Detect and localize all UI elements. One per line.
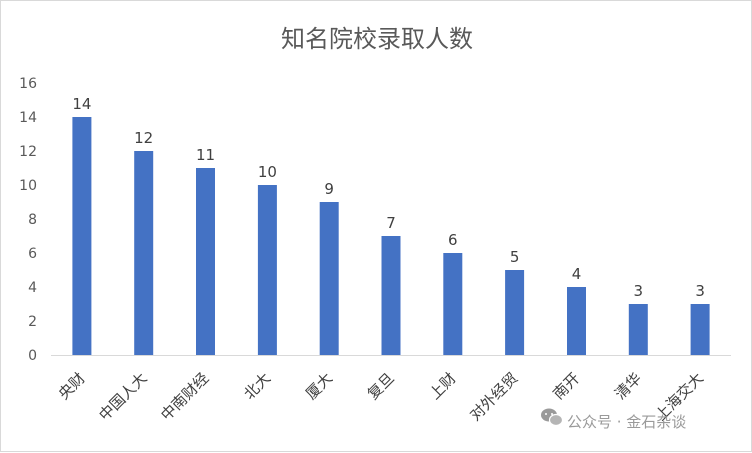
bar bbox=[196, 168, 215, 355]
data-label: 5 bbox=[510, 248, 520, 266]
data-label: 10 bbox=[258, 163, 277, 181]
x-tick-label: 央财 bbox=[55, 369, 89, 403]
x-tick-label: 对外经贸 bbox=[466, 369, 521, 424]
watermark: 公众号 · 金石杂谈 bbox=[541, 408, 686, 431]
bar bbox=[319, 202, 339, 355]
y-tick-label: 16 bbox=[19, 76, 37, 92]
data-labels-group: 14 12 11 10 9 7 6 5 4 3 3 bbox=[72, 95, 705, 300]
data-label: 3 bbox=[634, 282, 644, 300]
x-tick-label: 北大 bbox=[240, 369, 274, 403]
bar bbox=[443, 253, 463, 355]
data-label: 6 bbox=[448, 231, 458, 249]
x-tick-label: 厦大 bbox=[302, 369, 336, 403]
x-tick-label: 上财 bbox=[426, 369, 460, 403]
bar bbox=[567, 287, 586, 355]
y-axis: 0 2 4 6 8 10 12 14 16 bbox=[19, 76, 37, 364]
bars-group bbox=[72, 117, 710, 355]
bar bbox=[257, 185, 277, 355]
x-tick-label: 清华 bbox=[611, 369, 645, 403]
watermark-text: 公众号 · 金石杂谈 bbox=[567, 413, 686, 431]
data-label: 9 bbox=[324, 180, 334, 198]
x-tick-label: 南开 bbox=[549, 369, 583, 403]
x-tick-label: 复旦 bbox=[364, 369, 398, 403]
bar bbox=[381, 236, 401, 355]
data-label: 3 bbox=[695, 282, 705, 300]
bar bbox=[505, 270, 525, 355]
bar bbox=[72, 117, 92, 355]
y-tick-label: 10 bbox=[19, 178, 37, 194]
data-label: 7 bbox=[386, 214, 396, 232]
bar bbox=[690, 304, 710, 355]
data-label: 4 bbox=[572, 265, 582, 283]
data-label: 14 bbox=[72, 95, 91, 113]
y-tick-label: 2 bbox=[28, 314, 37, 330]
y-tick-label: 14 bbox=[19, 110, 37, 126]
data-label: 11 bbox=[196, 146, 215, 164]
y-tick-label: 12 bbox=[19, 144, 37, 160]
bar bbox=[134, 151, 154, 355]
y-tick-label: 4 bbox=[28, 280, 37, 296]
chart-title: 知名院校录取人数 bbox=[281, 25, 473, 53]
wechat-icon bbox=[541, 408, 564, 427]
x-tick-label: 中南财经 bbox=[157, 369, 212, 424]
data-label: 12 bbox=[134, 129, 153, 147]
bar bbox=[628, 304, 648, 355]
x-tick-label: 中国人大 bbox=[95, 369, 150, 424]
y-tick-label: 6 bbox=[28, 246, 37, 262]
y-tick-label: 0 bbox=[28, 348, 37, 364]
y-tick-label: 8 bbox=[28, 212, 37, 228]
